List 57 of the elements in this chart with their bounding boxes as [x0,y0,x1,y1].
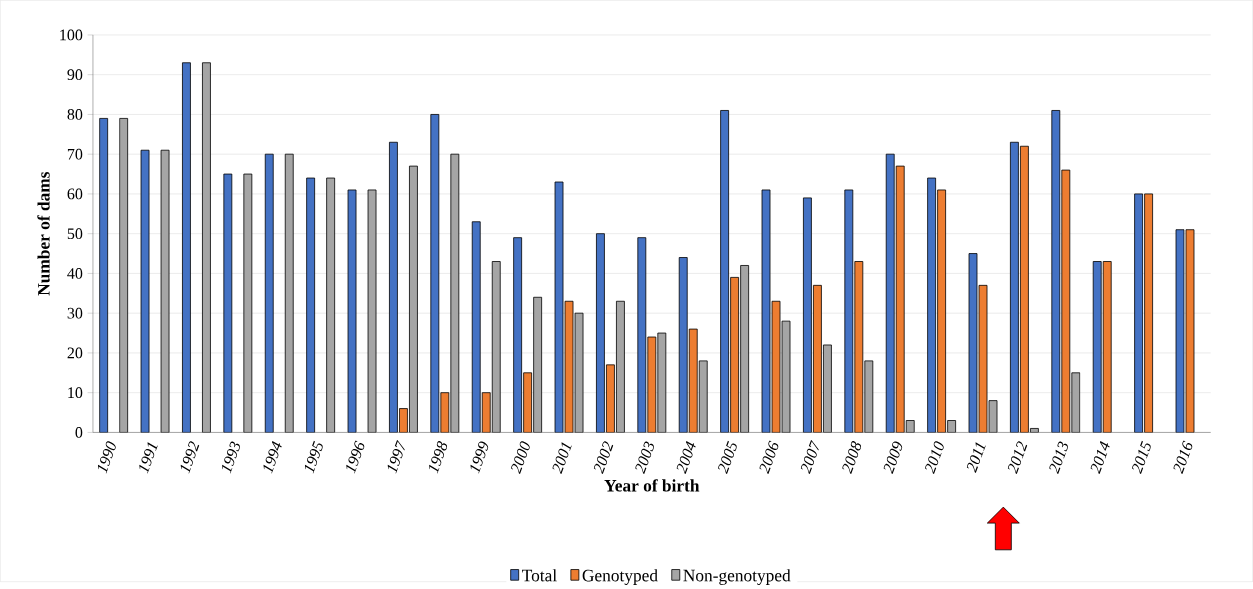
x-tick-label: 1998 [429,441,448,474]
x-tick-label: 2012 [1007,441,1028,475]
bar [367,189,377,433]
x-tick-label: 2010 [925,441,944,475]
x-tick-label: 1992 [180,441,200,474]
y-tick-label: 90 [67,69,83,81]
x-tick-label: 1996 [346,440,365,474]
y-tick-label: 100 [60,29,83,41]
x-tick-label: 2007 [800,440,819,475]
x-tick-label: 2005 [718,441,737,475]
x-tick-label: 2009 [883,441,903,475]
bar [160,150,170,433]
y-tick-label: 50 [67,228,83,240]
bar [264,154,274,433]
x-tick-label: 2002 [593,441,614,475]
bar [223,173,233,433]
bar [202,62,211,433]
x-tick-label: 1990 [97,441,116,474]
legend-label: Non-genotyped [683,569,791,586]
x-tick-label: 1997 [387,440,405,474]
bar [140,150,150,433]
bar [284,154,294,433]
y-tick-label: 80 [67,109,83,121]
x-tick-label: 2001 [552,442,572,475]
legend-label: Genotyped [582,569,658,586]
bar [306,177,316,433]
x-tick-label: 1993 [222,441,240,474]
y-tick-label: 60 [67,188,83,200]
bar [119,118,129,433]
x-tick-label: 2004 [676,441,696,475]
x-tick-label: 2011 [966,442,986,474]
x-tick-label: 2006 [759,440,779,475]
x-tick-label: 2003 [635,441,654,475]
x-tick-label: 2008 [842,441,862,475]
bar [182,62,191,433]
y-tick-label: 70 [67,149,83,160]
bar [326,177,336,433]
bar [347,189,357,433]
x-tick-label: 2014 [1090,441,1110,475]
x-tick-label: 2016 [1173,440,1193,475]
legend-label: Total [522,569,557,582]
y-tick-label: 30 [67,307,83,319]
y-axis-title: Number of dams [37,172,50,296]
y-tick-label: 10 [68,387,83,399]
x-axis-title: Year of birth [604,479,700,492]
y-tick-label: 20 [67,347,83,359]
bar [99,118,109,433]
x-tick-label: 1995 [304,441,323,474]
x-tick-label: 1994 [263,441,282,474]
y-tick-label: 0 [75,427,83,439]
x-tick-label: 1999 [470,441,489,474]
bar [243,173,253,433]
x-tick-label: 2000 [511,441,530,475]
y-tick-label: 40 [67,268,83,280]
x-tick-label: 2013 [1049,441,1068,475]
x-tick-label: 2015 [1132,441,1151,475]
x-tick-label: 1991 [139,442,158,474]
